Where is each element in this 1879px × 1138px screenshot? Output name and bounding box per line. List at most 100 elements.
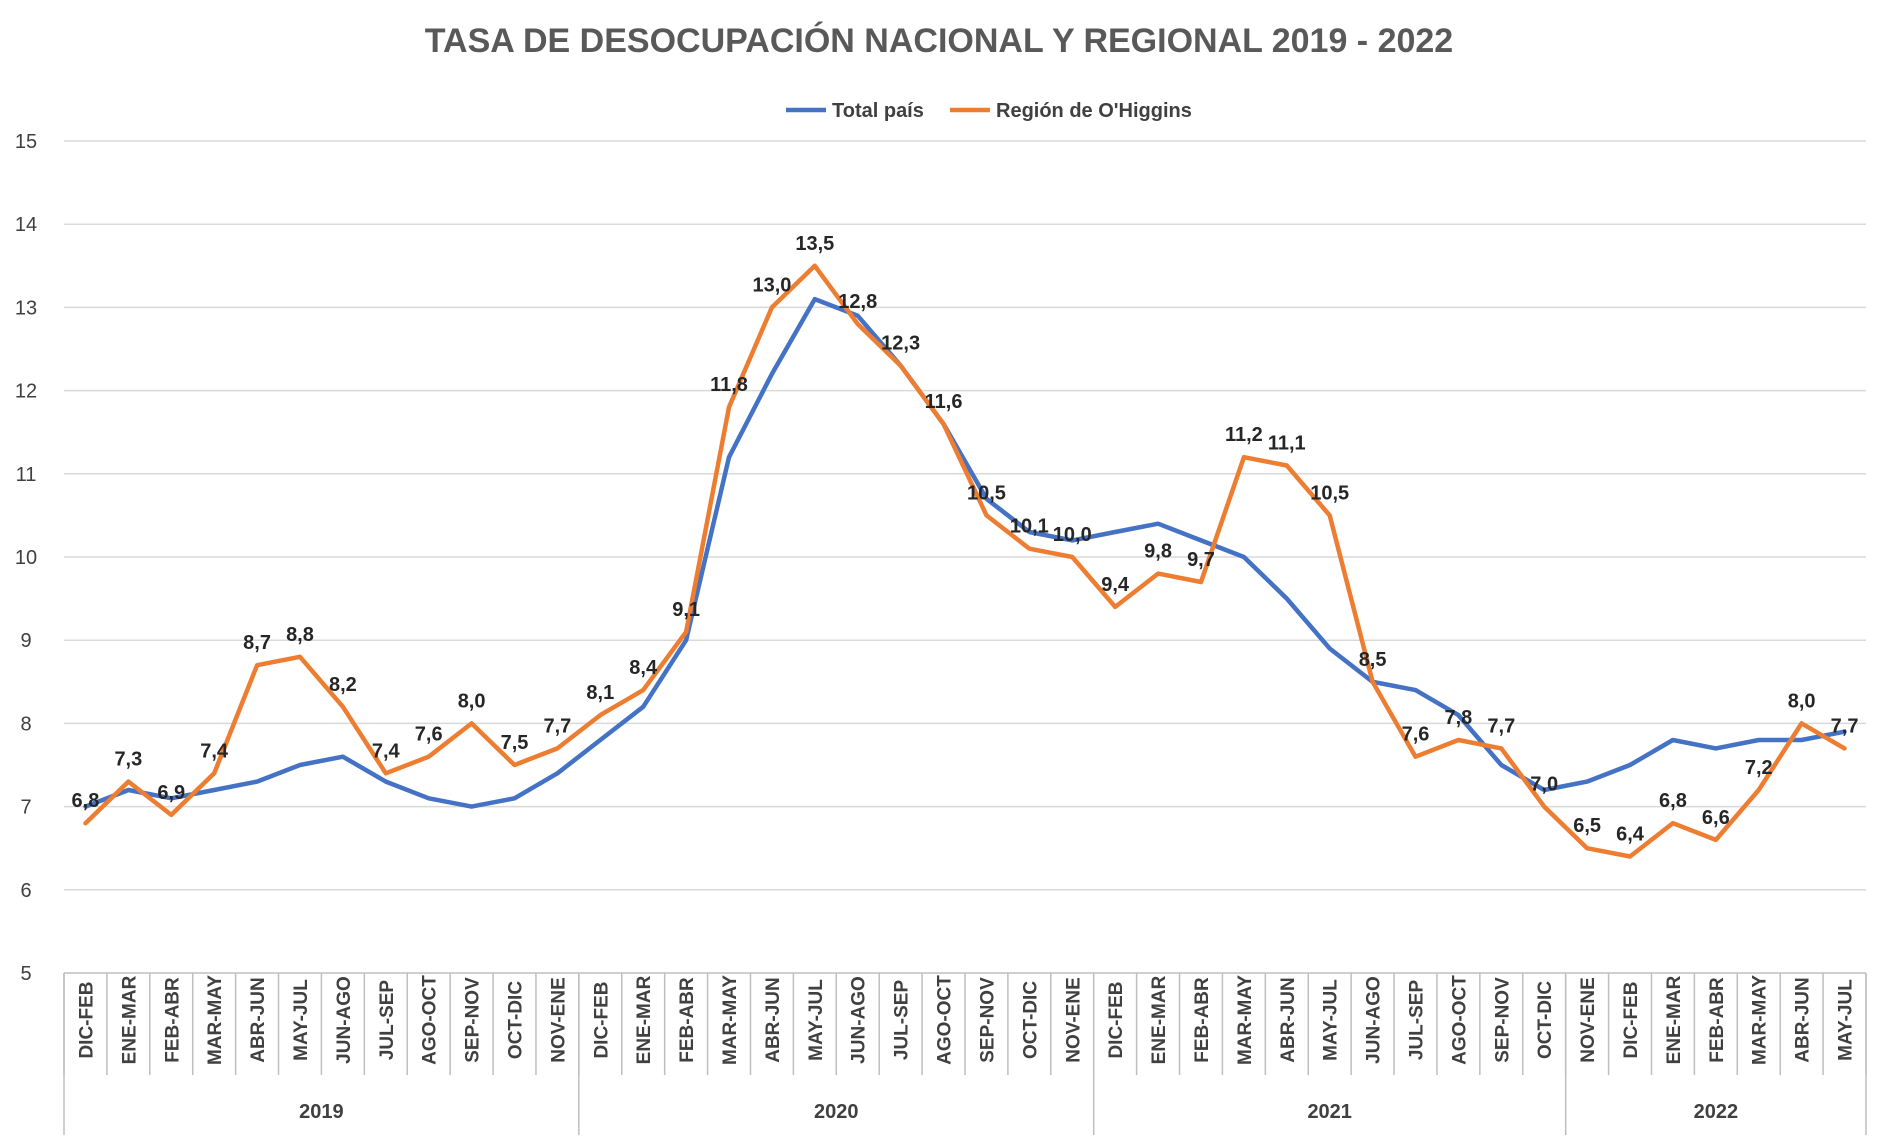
x-tick-label: JUN-AGO (849, 976, 870, 1064)
y-tick-label: 15 (15, 131, 37, 153)
x-tick-label: OCT-DIC (506, 981, 527, 1059)
data-label: 8,7 (243, 632, 271, 654)
data-label: 11,1 (1268, 432, 1306, 454)
x-tick-label: DIC-FEB (76, 981, 97, 1058)
x-tick-label: MAY-JUL (1321, 979, 1342, 1061)
y-tick-label: 12 (15, 381, 37, 403)
y-tick-label: 9 (20, 630, 31, 652)
data-label: 7,6 (415, 724, 443, 746)
y-tick-label: 11 (16, 464, 37, 486)
x-tick-label: JUL-SEP (1407, 980, 1428, 1061)
x-tick-label: MAY-JUL (806, 979, 827, 1061)
x-tick-label: FEB-ABR (1707, 977, 1728, 1063)
x-tick-label: ABR-JUN (1793, 977, 1814, 1063)
x-tick-label: ABR-JUN (248, 977, 269, 1063)
x-tick-label: ENE-MAR (1149, 975, 1170, 1064)
data-label: 9,8 (1144, 541, 1172, 563)
data-label: 11,8 (710, 374, 748, 396)
data-label: 8,0 (458, 690, 486, 712)
x-tick-label: JUL-SEP (892, 980, 913, 1061)
x-tick-label: AGO-OCT (1449, 975, 1470, 1065)
data-label: 9,4 (1101, 574, 1130, 596)
chart-title: TASA DE DESOCUPACIÓN NACIONAL Y REGIONAL… (425, 22, 1453, 60)
x-tick-label: NOV-ENE (548, 977, 569, 1063)
x-tick-label: SEP-NOV (1492, 977, 1513, 1063)
data-label: 8,0 (1788, 690, 1816, 712)
legend: Total país Región de O'Higgins (786, 100, 1192, 122)
data-label: 6,9 (157, 782, 185, 804)
year-group-label: 2019 (299, 1101, 344, 1123)
data-label: 12,3 (881, 333, 920, 355)
data-label: 9,7 (1187, 549, 1215, 571)
year-group-label: 2021 (1307, 1101, 1352, 1123)
x-tick-label: JUN-AGO (334, 976, 355, 1064)
x-tick-label: DIC-FEB (1621, 981, 1642, 1058)
y-tick-label: 7 (20, 797, 31, 819)
x-tick-label: MAY-JUL (291, 979, 312, 1061)
x-tick-label: ABR-JUN (763, 977, 784, 1063)
data-label: 10,0 (1053, 524, 1092, 546)
x-tick-label: ENE-MAR (634, 975, 655, 1064)
data-label: 7,4 (200, 740, 229, 762)
x-tick-label: ABR-JUN (1278, 977, 1299, 1063)
x-tick-label: DIC-FEB (1106, 981, 1127, 1058)
x-tick-label: NOV-ENE (1063, 977, 1084, 1063)
data-label: 11,2 (1225, 424, 1263, 446)
year-group-label: 2020 (814, 1101, 859, 1123)
x-tick-label: SEP-NOV (977, 977, 998, 1063)
data-label: 6,6 (1702, 807, 1730, 829)
data-label: 10,1 (1010, 516, 1049, 538)
x-tick-label: AGO-OCT (935, 975, 956, 1065)
data-label: 8,4 (629, 657, 658, 679)
x-tick-label: OCT-DIC (1020, 981, 1041, 1059)
data-label: 12,8 (838, 291, 877, 313)
y-tick-label: 6 (20, 880, 31, 902)
x-tick-label: JUN-AGO (1364, 976, 1385, 1064)
data-label: 7,8 (1444, 707, 1472, 729)
legend-label: Región de O'Higgins (996, 100, 1192, 122)
x-tick-label: DIC-FEB (591, 981, 612, 1058)
series-line-total-pais (83, 296, 1847, 809)
y-tick-label: 5 (20, 963, 31, 985)
data-label: 8,1 (586, 682, 614, 704)
x-tick-label: SEP-NOV (463, 977, 484, 1063)
data-label: 7,7 (543, 715, 571, 737)
x-tick-label: OCT-DIC (1535, 981, 1556, 1059)
data-label: 10,5 (967, 482, 1006, 504)
data-label: 6,8 (1659, 790, 1687, 812)
y-tick-label: 8 (20, 713, 31, 735)
x-tick-label: ENE-MAR (1664, 975, 1685, 1064)
data-label: 9,1 (672, 599, 700, 621)
data-label: 6,5 (1573, 815, 1601, 837)
x-tick-label: JUL-SEP (377, 980, 398, 1061)
data-label: 7,5 (501, 732, 529, 754)
data-label: 7,7 (1487, 715, 1515, 737)
data-label: 10,5 (1310, 482, 1349, 504)
x-tick-label: MAR-MAY (720, 975, 741, 1065)
y-axis: 5 6 7 8 9 10 11 12 13 14 15 (15, 131, 37, 985)
y-tick-label: 10 (15, 547, 37, 569)
data-label: 7,3 (114, 749, 142, 771)
x-tick-label: FEB-ABR (162, 977, 183, 1063)
data-label: 13,0 (752, 274, 791, 296)
data-label: 8,5 (1359, 649, 1387, 671)
data-label: 7,2 (1745, 757, 1773, 779)
data-label: 13,5 (795, 233, 834, 255)
x-tick-label: FEB-ABR (1192, 977, 1213, 1063)
legend-label: Total país (832, 100, 924, 122)
x-tick-label: MAR-MAY (1235, 975, 1256, 1065)
y-tick-label: 13 (15, 297, 37, 319)
data-label: 6,4 (1616, 824, 1645, 846)
year-group-label: 2022 (1694, 1101, 1739, 1123)
x-axis: DIC-FEB ENE-MAR FEB-ABR MAR-MAY ABR-JUN MAY-J… (63, 972, 1867, 1135)
data-label: 7,6 (1402, 724, 1430, 746)
data-label: 11,6 (925, 391, 963, 413)
data-labels: 6,8 7,3 6,9 7,4 8,7 8,8 8,2 7,4 7,6 8,0 7,5 7,7 8,1 8… (72, 233, 1859, 846)
gridlines (64, 140, 1866, 891)
data-label: 7,7 (1831, 715, 1859, 737)
x-tick-label: MAR-MAY (205, 975, 226, 1065)
y-tick-label: 14 (15, 214, 37, 236)
data-label: 8,2 (329, 674, 357, 696)
